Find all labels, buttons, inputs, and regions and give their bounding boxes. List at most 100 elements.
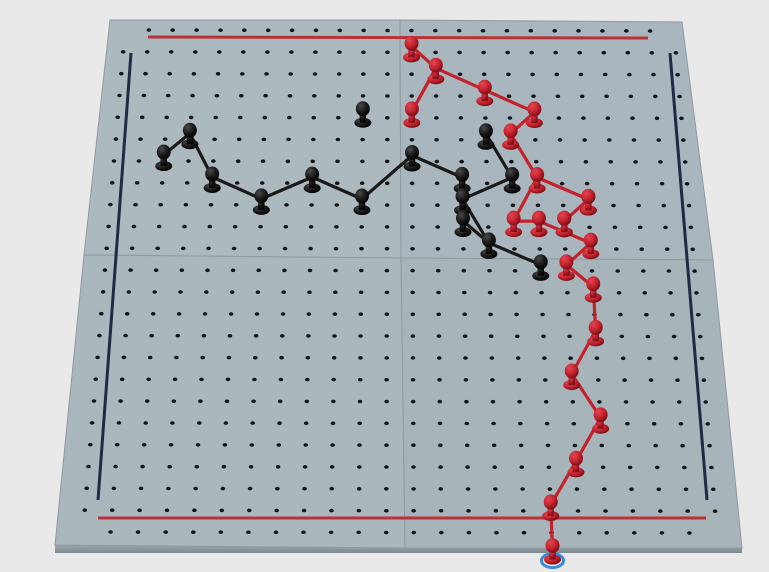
- board-hole[interactable]: [385, 72, 390, 76]
- board-hole[interactable]: [169, 443, 174, 447]
- board-hole[interactable]: [436, 313, 441, 317]
- board-hole[interactable]: [411, 443, 416, 447]
- board-hole[interactable]: [241, 50, 246, 54]
- board-hole[interactable]: [167, 72, 172, 76]
- board-hole[interactable]: [439, 509, 444, 513]
- board-hole[interactable]: [166, 94, 171, 98]
- board-hole[interactable]: [665, 247, 670, 251]
- board-hole[interactable]: [148, 356, 153, 360]
- board-hole[interactable]: [192, 72, 197, 76]
- board-hole[interactable]: [658, 509, 663, 513]
- board-hole[interactable]: [142, 94, 147, 98]
- board-hole[interactable]: [617, 291, 622, 295]
- board-hole[interactable]: [485, 182, 490, 186]
- board-hole[interactable]: [573, 444, 578, 448]
- board-hole[interactable]: [149, 334, 154, 338]
- board-hole[interactable]: [193, 487, 198, 491]
- board-hole[interactable]: [278, 400, 283, 404]
- board-hole[interactable]: [264, 72, 269, 76]
- board-hole[interactable]: [221, 487, 226, 491]
- board-hole[interactable]: [494, 531, 499, 535]
- board-hole[interactable]: [458, 94, 463, 98]
- board-hole[interactable]: [585, 182, 590, 186]
- board-hole[interactable]: [217, 50, 222, 54]
- board-hole[interactable]: [224, 421, 229, 425]
- board-hole[interactable]: [332, 356, 337, 360]
- board-hole[interactable]: [632, 138, 637, 142]
- board-hole[interactable]: [606, 116, 611, 120]
- board-hole[interactable]: [658, 160, 663, 164]
- board-hole[interactable]: [108, 203, 113, 207]
- board-hole[interactable]: [277, 443, 282, 447]
- board-hole[interactable]: [307, 312, 312, 316]
- board-hole[interactable]: [237, 138, 242, 142]
- board-hole[interactable]: [95, 356, 100, 360]
- board-hole[interactable]: [236, 159, 241, 163]
- board-hole[interactable]: [459, 138, 464, 142]
- board-hole[interactable]: [597, 400, 602, 404]
- board-hole[interactable]: [411, 334, 416, 338]
- board-hole[interactable]: [491, 422, 496, 426]
- board-hole[interactable]: [506, 73, 511, 77]
- board-hole[interactable]: [220, 509, 225, 513]
- board-hole[interactable]: [246, 531, 251, 535]
- board-hole[interactable]: [206, 247, 211, 251]
- board-hole[interactable]: [411, 509, 416, 513]
- board-hole[interactable]: [667, 269, 672, 273]
- board-hole[interactable]: [674, 51, 679, 55]
- board-hole[interactable]: [385, 291, 390, 295]
- board-hole[interactable]: [624, 400, 629, 404]
- board-hole[interactable]: [674, 357, 679, 361]
- board-hole[interactable]: [488, 313, 493, 317]
- board-hole[interactable]: [280, 334, 285, 338]
- board-hole[interactable]: [437, 334, 442, 338]
- board-hole[interactable]: [704, 400, 709, 404]
- board-hole[interactable]: [133, 203, 138, 207]
- board-hole[interactable]: [305, 400, 310, 404]
- board-hole[interactable]: [314, 29, 319, 33]
- board-hole[interactable]: [254, 334, 259, 338]
- board-hole[interactable]: [197, 421, 202, 425]
- board-hole[interactable]: [662, 204, 667, 208]
- board-hole[interactable]: [411, 313, 416, 317]
- board-hole[interactable]: [650, 400, 655, 404]
- board-hole[interactable]: [481, 29, 486, 33]
- board-hole[interactable]: [360, 160, 365, 164]
- board-hole[interactable]: [335, 160, 340, 164]
- board-hole[interactable]: [529, 51, 534, 55]
- board-hole[interactable]: [247, 509, 252, 513]
- board-hole[interactable]: [601, 466, 606, 470]
- board-hole[interactable]: [335, 203, 340, 207]
- board-hole[interactable]: [165, 509, 170, 513]
- board-hole[interactable]: [409, 29, 414, 33]
- board-hole[interactable]: [494, 509, 499, 513]
- board-hole[interactable]: [157, 225, 162, 229]
- board-hole[interactable]: [358, 356, 363, 360]
- board-hole[interactable]: [687, 204, 692, 208]
- board-hole[interactable]: [709, 466, 714, 470]
- board-hole[interactable]: [302, 487, 307, 491]
- board-hole[interactable]: [255, 312, 260, 316]
- board-hole[interactable]: [195, 465, 200, 469]
- board-hole[interactable]: [329, 531, 334, 535]
- board-hole[interactable]: [638, 226, 643, 230]
- board-hole[interactable]: [333, 291, 338, 295]
- board-hole[interactable]: [651, 73, 656, 77]
- board-hole[interactable]: [361, 29, 366, 33]
- board-hole[interactable]: [249, 465, 254, 469]
- board-hole[interactable]: [213, 116, 218, 120]
- board-hole[interactable]: [433, 51, 438, 55]
- board-hole[interactable]: [358, 400, 363, 404]
- board-hole[interactable]: [685, 509, 690, 513]
- board-hole[interactable]: [139, 487, 144, 491]
- board-hole[interactable]: [412, 531, 417, 535]
- board-hole[interactable]: [663, 226, 668, 230]
- board-hole[interactable]: [577, 51, 582, 55]
- board-hole[interactable]: [228, 334, 233, 338]
- board-hole[interactable]: [336, 138, 341, 142]
- board-hole[interactable]: [438, 465, 443, 469]
- board-hole[interactable]: [137, 159, 142, 163]
- board-hole[interactable]: [223, 443, 228, 447]
- board-hole[interactable]: [603, 73, 608, 77]
- board-hole[interactable]: [679, 422, 684, 426]
